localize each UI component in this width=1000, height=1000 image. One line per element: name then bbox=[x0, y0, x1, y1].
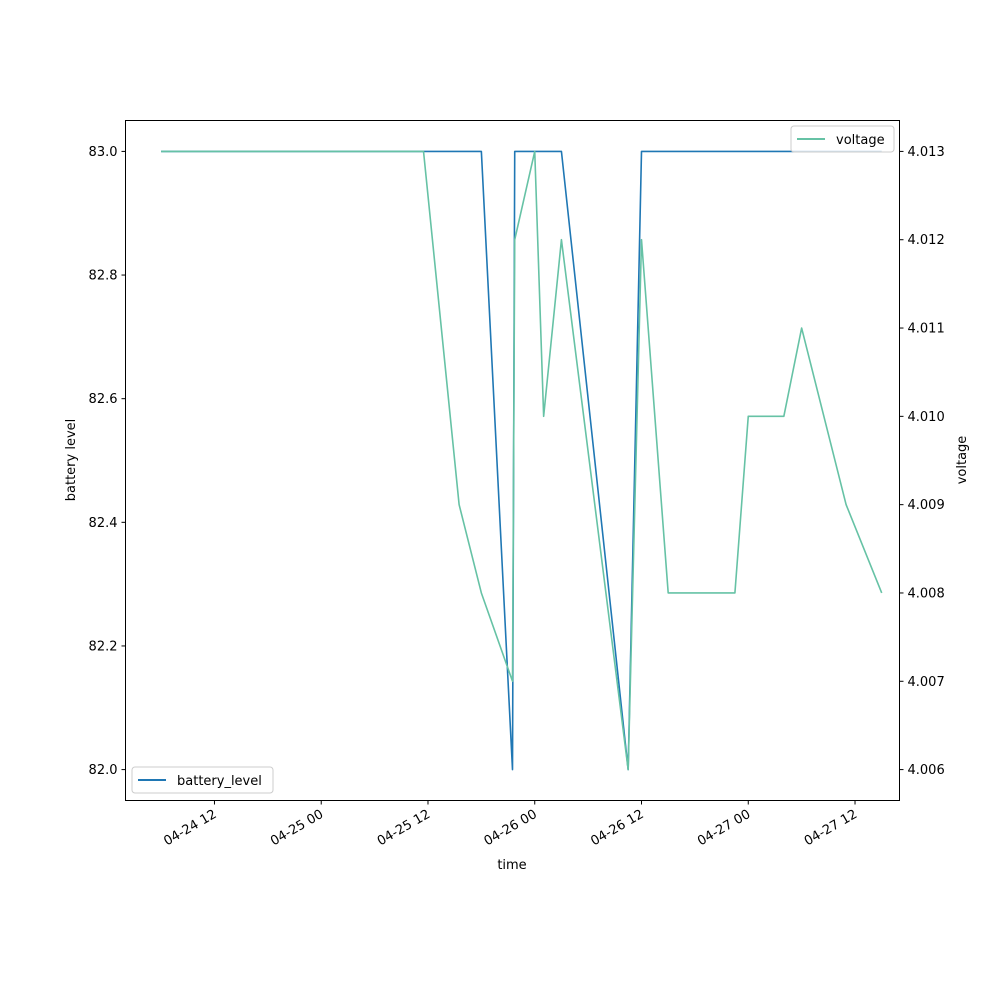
legend-battery-level: battery_level bbox=[131, 766, 274, 794]
legend-box bbox=[131, 766, 274, 794]
y-right-tick-label: 4.011 bbox=[908, 322, 945, 337]
legend-label-battery-level: battery_level bbox=[177, 774, 262, 789]
right-axis: 4.006 4.007 4.008 4.009 4.010 4.011 4.012 4.013 bbox=[899, 145, 945, 778]
y-left-tick-label: 82.0 bbox=[89, 763, 118, 778]
x-axis: 04-24 12 04-25 00 04-25 12 04-26 00 04-26 12… bbox=[161, 800, 860, 849]
series-line-battery-level bbox=[161, 150, 882, 771]
right-axis-label: voltage bbox=[955, 436, 970, 485]
y-right-tick-label: 4.008 bbox=[908, 586, 945, 601]
x-tick-label: 04-26 12 bbox=[588, 807, 646, 849]
y-right-tick-label: 4.013 bbox=[908, 145, 945, 160]
x-tick-label: 04-24 12 bbox=[161, 807, 219, 849]
y-right-tick-label: 4.009 bbox=[908, 498, 945, 513]
y-left-tick-label: 82.8 bbox=[89, 269, 118, 284]
y-left-tick-label: 82.4 bbox=[89, 516, 118, 531]
y-right-tick-label: 4.006 bbox=[908, 763, 945, 778]
y-right-tick-label: 4.012 bbox=[908, 233, 945, 248]
x-tick-label: 04-25 00 bbox=[268, 807, 326, 849]
y-left-tick-label: 82.2 bbox=[89, 639, 118, 654]
x-tick-label: 04-27 00 bbox=[695, 807, 753, 849]
x-tick-label: 04-26 00 bbox=[482, 807, 540, 849]
left-axis: 82.0 82.2 82.4 82.6 82.8 83.0 bbox=[89, 145, 126, 778]
x-tick-label: 04-27 12 bbox=[802, 807, 860, 849]
series-layer bbox=[161, 150, 883, 771]
x-axis-label: time bbox=[497, 858, 526, 873]
plot-frame bbox=[125, 120, 900, 801]
y-left-tick-label: 82.6 bbox=[89, 392, 118, 407]
x-tick-label: 04-25 12 bbox=[375, 807, 433, 849]
series-line-voltage bbox=[161, 150, 883, 771]
y-right-tick-label: 4.007 bbox=[908, 675, 945, 690]
y-right-tick-label: 4.010 bbox=[908, 410, 945, 425]
left-axis-label: battery level bbox=[64, 419, 79, 502]
legend-voltage: voltage bbox=[790, 125, 895, 153]
y-left-tick-label: 83.0 bbox=[89, 145, 118, 160]
legend-box bbox=[790, 125, 895, 153]
legend-label-voltage: voltage bbox=[836, 133, 885, 148]
